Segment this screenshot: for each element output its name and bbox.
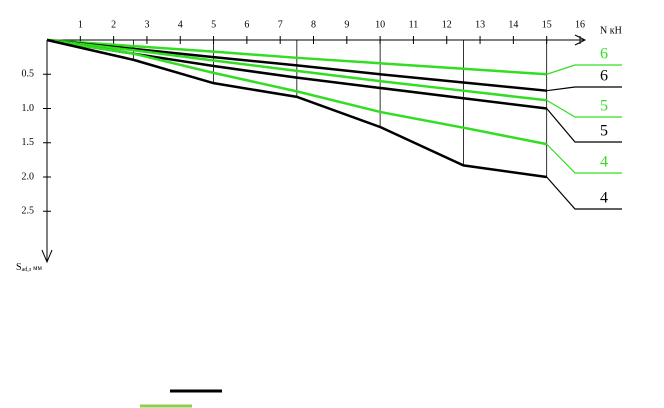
x-tick-label: 15 [542,19,552,30]
y-tick-label: 1.0 [22,103,35,114]
x-tick-label: 7 [278,19,283,30]
series-label: 6 [600,68,608,85]
x-axis-label: N кН [600,25,622,36]
series-label: 4 [600,190,608,207]
label-leader [546,143,622,174]
y-axis-arrow [41,249,53,264]
x-tick-label: 8 [311,19,316,30]
x-tick-label: 16 [575,19,585,30]
series-line [46,38,547,179]
series-line [46,38,547,102]
x-tick-label: 10 [375,19,385,30]
label-leader [546,108,622,143]
x-tick-label: 9 [344,19,349,30]
x-tick-label: 13 [475,19,485,30]
y-label-sub: ad,з [22,267,32,273]
y-tick-label: 2.0 [22,171,35,182]
y-tick-label: 0.5 [22,69,35,80]
series-line [46,38,547,76]
series-label: 6 [600,46,608,63]
label-leader [546,99,622,118]
x-axis-arrow [574,34,587,46]
series-label: 5 [600,123,608,140]
y-axis-label: Sad,з мм [16,262,43,273]
y-label-main: S [16,262,22,273]
x-tick-label: 3 [144,19,149,30]
label-leader [546,176,622,210]
x-tick-label: 14 [508,19,518,30]
x-tick-label: 11 [409,19,419,30]
x-tick-label: 6 [244,19,249,30]
y-label-unit: мм [33,264,42,272]
series-line [46,38,547,146]
label-leader [546,86,622,92]
x-tick-label: 1 [78,19,83,30]
series-label: 5 [600,98,608,115]
series-line [46,38,547,92]
series-label: 4 [600,154,608,171]
x-tick-label: 5 [211,19,216,30]
x-tick-label: 2 [111,19,116,30]
y-tick-label: 2.5 [22,206,35,217]
x-tick-label: 4 [178,19,183,30]
x-tick-label: 12 [442,19,452,30]
label-leader [546,64,622,75]
y-tick-label: 1.5 [22,137,35,148]
